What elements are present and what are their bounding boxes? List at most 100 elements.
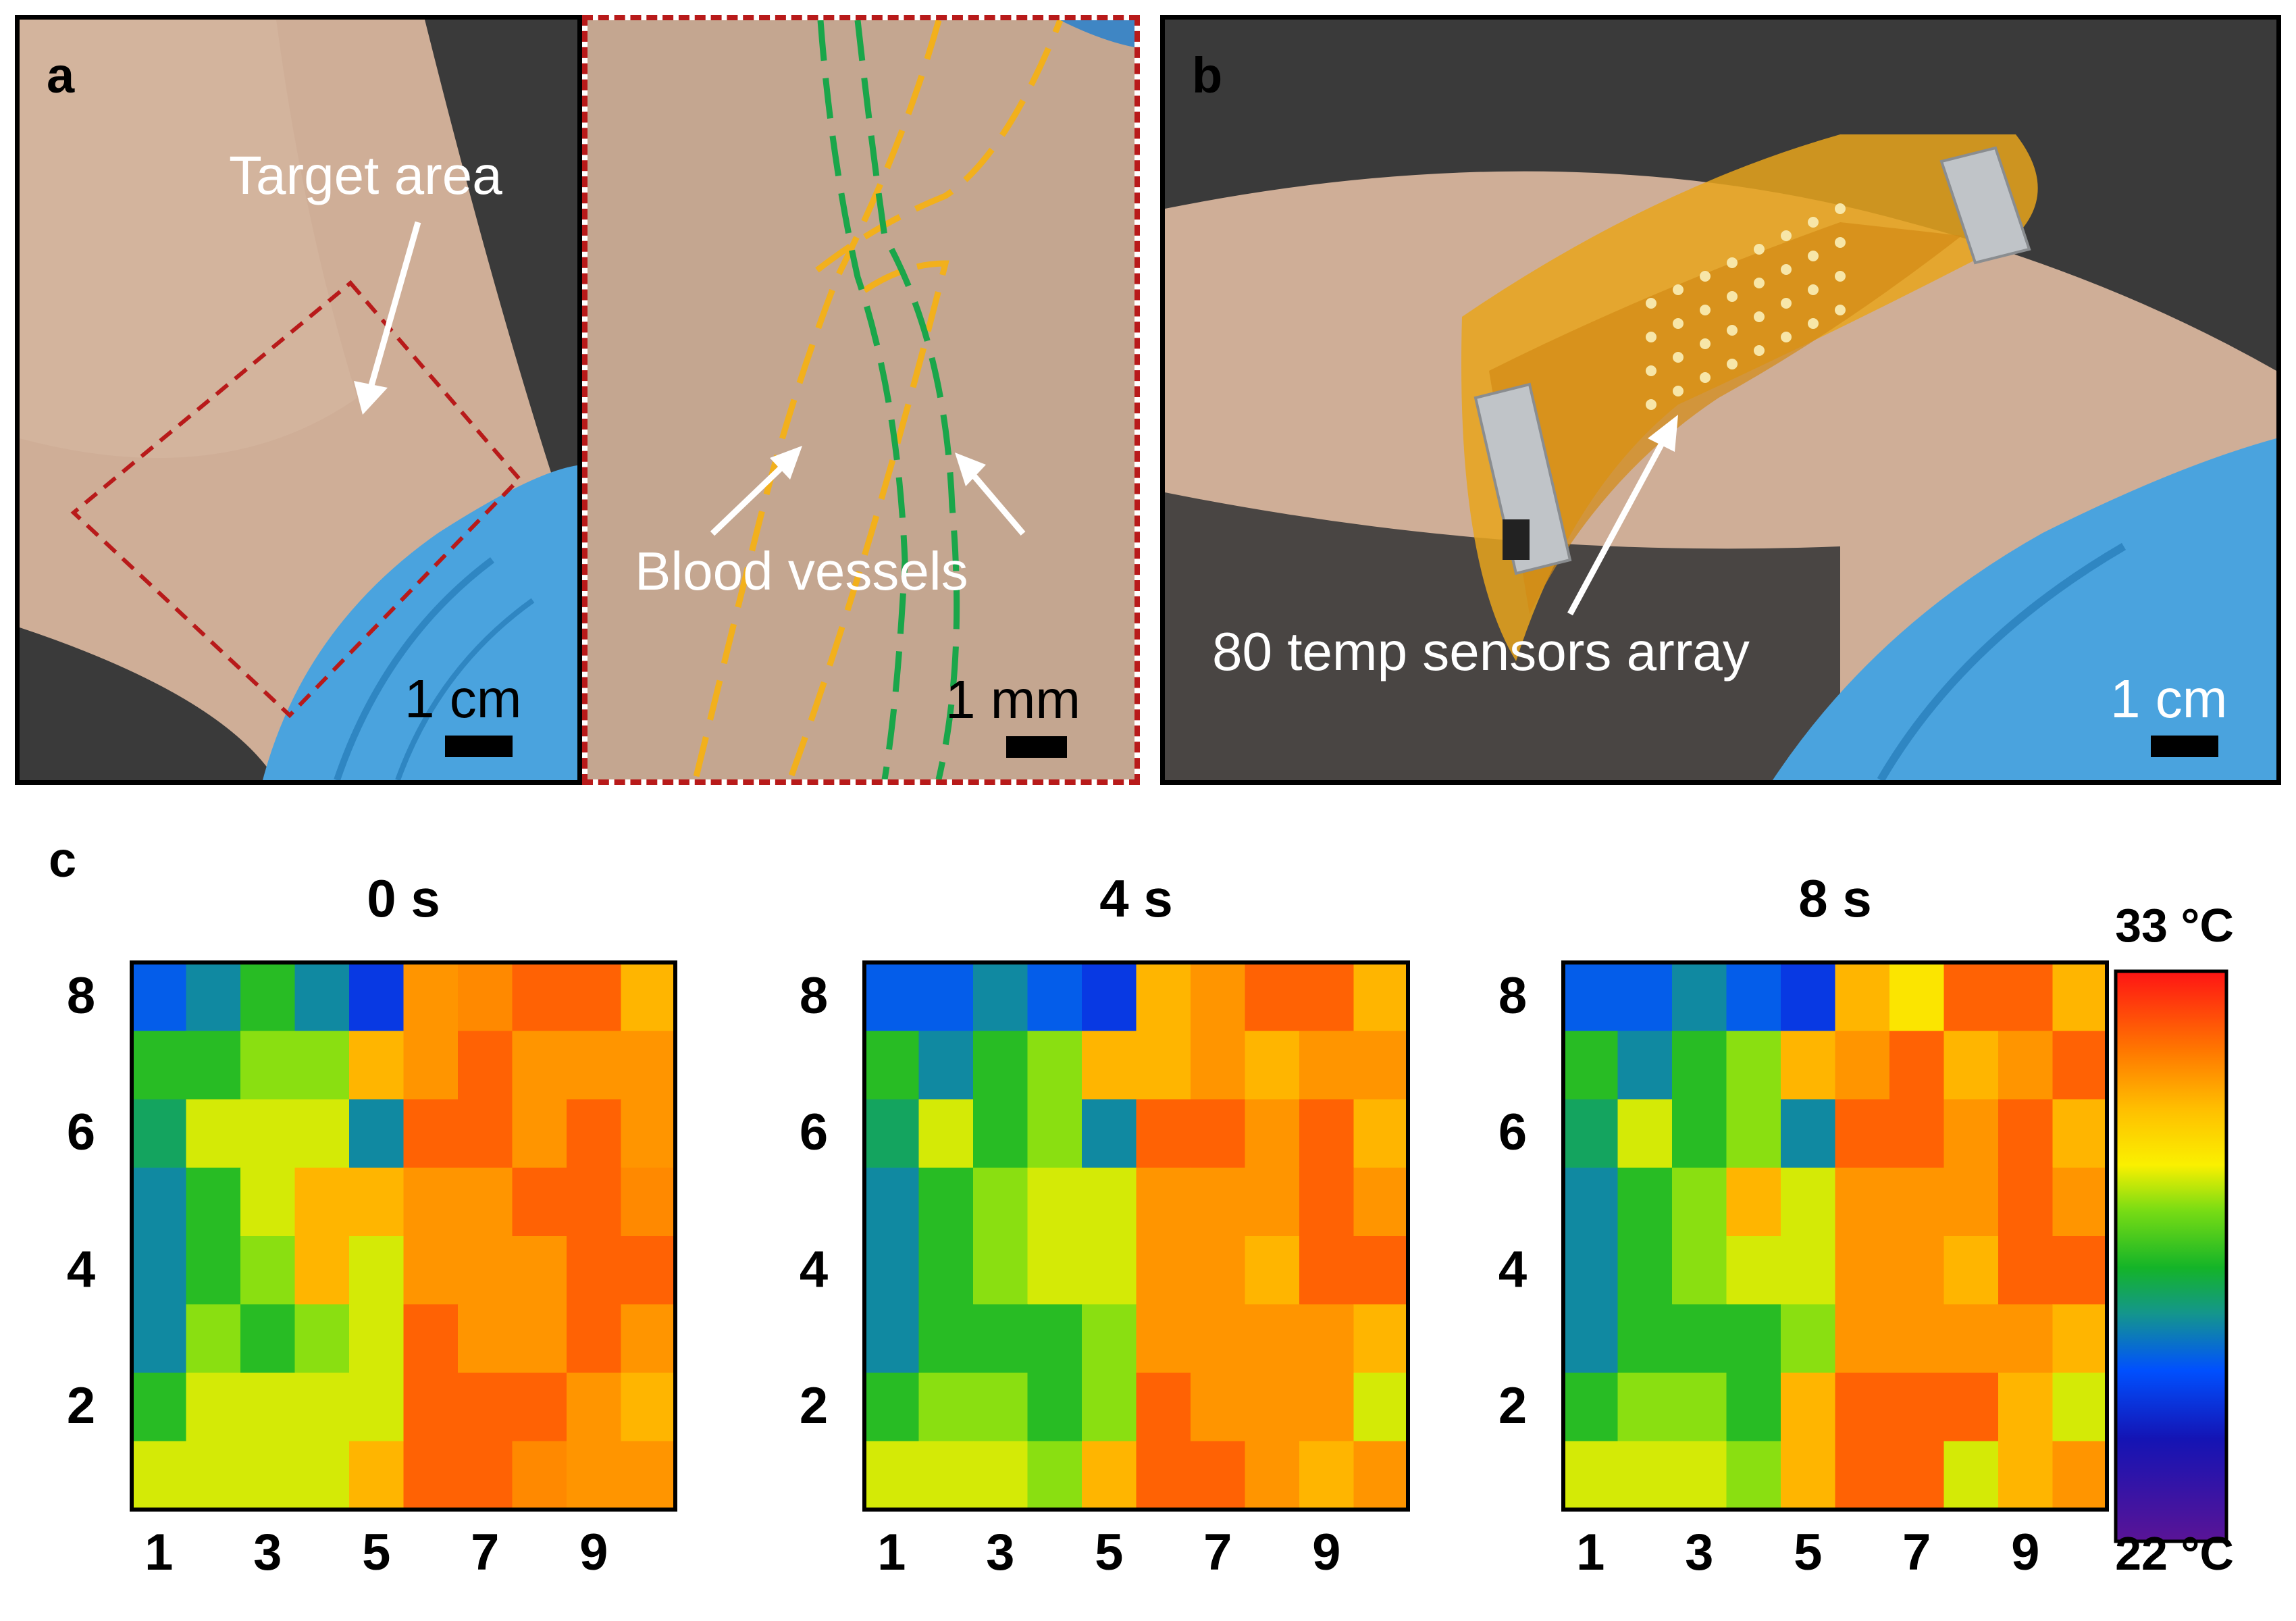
sensor-arrowhead bbox=[1648, 415, 1678, 452]
heatmap-cell bbox=[567, 1099, 622, 1168]
x-tick-label: 9 bbox=[1312, 1524, 1341, 1581]
heatmap-cell bbox=[1998, 1167, 2054, 1237]
heatmap-cell bbox=[864, 1236, 920, 1305]
heatmap-cell bbox=[1245, 1304, 1300, 1374]
heatmap-cell bbox=[458, 1236, 513, 1305]
heatmap-cell bbox=[918, 1167, 974, 1237]
heatmap-plot bbox=[1561, 960, 2109, 1512]
heatmap-cell bbox=[458, 1167, 513, 1237]
sensor-dots bbox=[1646, 203, 1846, 410]
heatmap-cell bbox=[918, 1304, 974, 1374]
heatmap-cell bbox=[1672, 962, 1727, 1031]
heatmap-cell bbox=[1781, 1031, 1836, 1100]
heatmap-cell bbox=[2052, 1236, 2108, 1305]
heatmap-title: 4 s bbox=[1099, 869, 1173, 928]
heatmap-cell bbox=[240, 962, 296, 1031]
heatmap-cell bbox=[1191, 1031, 1246, 1100]
heatmap-cell bbox=[1353, 1304, 1409, 1374]
heatmap-cell bbox=[1781, 1304, 1836, 1374]
heatmap-cell bbox=[458, 962, 513, 1031]
x-tick-label: 1 bbox=[145, 1524, 174, 1581]
scale-label-1mm: 1 mm bbox=[945, 669, 1080, 729]
heatmap-cell bbox=[1672, 1304, 1727, 1374]
heatmap-cell bbox=[918, 1236, 974, 1305]
heatmap-cell bbox=[1781, 1167, 1836, 1237]
heatmap-cell bbox=[1617, 1441, 1673, 1510]
heatmap-cell bbox=[1245, 1372, 1300, 1442]
heatmap-cell bbox=[918, 1441, 974, 1510]
heatmap-cell bbox=[512, 1372, 567, 1442]
heatmap-cell bbox=[1027, 1304, 1082, 1374]
heatmap-cell bbox=[973, 1441, 1028, 1510]
heatmap-cell bbox=[1563, 1236, 1619, 1305]
heatmap-cell bbox=[1563, 1099, 1619, 1168]
connector bbox=[1503, 519, 1530, 560]
heatmap-cell bbox=[567, 1441, 622, 1510]
heatmap-cell bbox=[240, 1031, 296, 1100]
heatmap-plot bbox=[862, 960, 1410, 1512]
heatmap-cell bbox=[132, 1304, 187, 1374]
heatmap-cell bbox=[864, 1099, 920, 1168]
heatmap-cell bbox=[458, 1031, 513, 1100]
heatmap-cell bbox=[186, 1304, 241, 1374]
heatmap-cell bbox=[973, 1167, 1028, 1237]
heatmap-cell bbox=[621, 1304, 676, 1374]
heatmap-cell bbox=[621, 1236, 676, 1305]
heatmap-cell bbox=[1245, 1031, 1300, 1100]
heatmap-cell bbox=[403, 1236, 459, 1305]
heatmap-cell bbox=[132, 1099, 187, 1168]
heatmap-cell bbox=[349, 1441, 405, 1510]
heatmap-cell bbox=[186, 1236, 241, 1305]
heatmap-cell bbox=[1082, 1099, 1137, 1168]
scale-bar-inset bbox=[1006, 736, 1067, 758]
heatmap-cell bbox=[567, 1372, 622, 1442]
y-tick-label: 4 bbox=[799, 1240, 829, 1298]
heatmap-cell bbox=[567, 1304, 622, 1374]
heatmap-cell bbox=[294, 1304, 350, 1374]
heatmap-cell bbox=[1136, 1304, 1191, 1374]
y-tick-label: 6 bbox=[66, 1104, 96, 1162]
heatmap-cell bbox=[458, 1441, 513, 1510]
heatmap-cell bbox=[1726, 1441, 1781, 1510]
heatmap-cell bbox=[1245, 1099, 1300, 1168]
x-tick-label: 9 bbox=[2011, 1524, 2040, 1581]
heatmap-cell bbox=[294, 962, 350, 1031]
heatmap-cell bbox=[240, 1167, 296, 1237]
heatmap-cell bbox=[1781, 1236, 1836, 1305]
colorbar bbox=[2114, 969, 2228, 1543]
heatmap-cell bbox=[240, 1304, 296, 1374]
heatmap-cell bbox=[1136, 1441, 1191, 1510]
heatmap-cell bbox=[1027, 962, 1082, 1031]
vessel-green bbox=[817, 20, 908, 779]
heatmap-cell bbox=[1563, 1372, 1619, 1442]
heatmap-cell bbox=[2052, 1167, 2108, 1237]
heatmap-cell bbox=[567, 1236, 622, 1305]
heatmap-cell bbox=[1726, 1304, 1781, 1374]
heatmap-cell bbox=[1672, 1099, 1727, 1168]
heatmap-cell bbox=[1835, 1031, 1890, 1100]
heatmap-cell bbox=[1889, 1167, 1945, 1237]
colorbar-max-label: 33 °C bbox=[2115, 899, 2234, 952]
heatmap-cell bbox=[1943, 1099, 1999, 1168]
heatmap-cell bbox=[1943, 1236, 1999, 1305]
y-tick-label: 2 bbox=[799, 1377, 829, 1435]
heatmap-cell bbox=[1299, 962, 1355, 1031]
heatmap-cell bbox=[1245, 1441, 1300, 1510]
heatmap-cell bbox=[2052, 1031, 2108, 1100]
heatmap-cell bbox=[918, 962, 974, 1031]
forearm-photo-drawing bbox=[20, 20, 577, 780]
heatmap-cell bbox=[186, 1372, 241, 1442]
x-tick-label: 3 bbox=[1685, 1524, 1714, 1581]
vessel-orange bbox=[787, 260, 949, 779]
heatmap-cell bbox=[240, 1236, 296, 1305]
vessel-orange bbox=[692, 20, 942, 779]
heatmap-cell bbox=[1617, 962, 1673, 1031]
heatmap-cell bbox=[458, 1099, 513, 1168]
heatmap-cell bbox=[1136, 1099, 1191, 1168]
y-tick-label: 6 bbox=[799, 1104, 829, 1162]
heatmap-cell bbox=[621, 1372, 676, 1442]
x-tick-label: 1 bbox=[1576, 1524, 1605, 1581]
heatmap-cell bbox=[1672, 1441, 1727, 1510]
heatmap-cell bbox=[1672, 1236, 1727, 1305]
metal-clip-bottom bbox=[1473, 382, 1572, 575]
